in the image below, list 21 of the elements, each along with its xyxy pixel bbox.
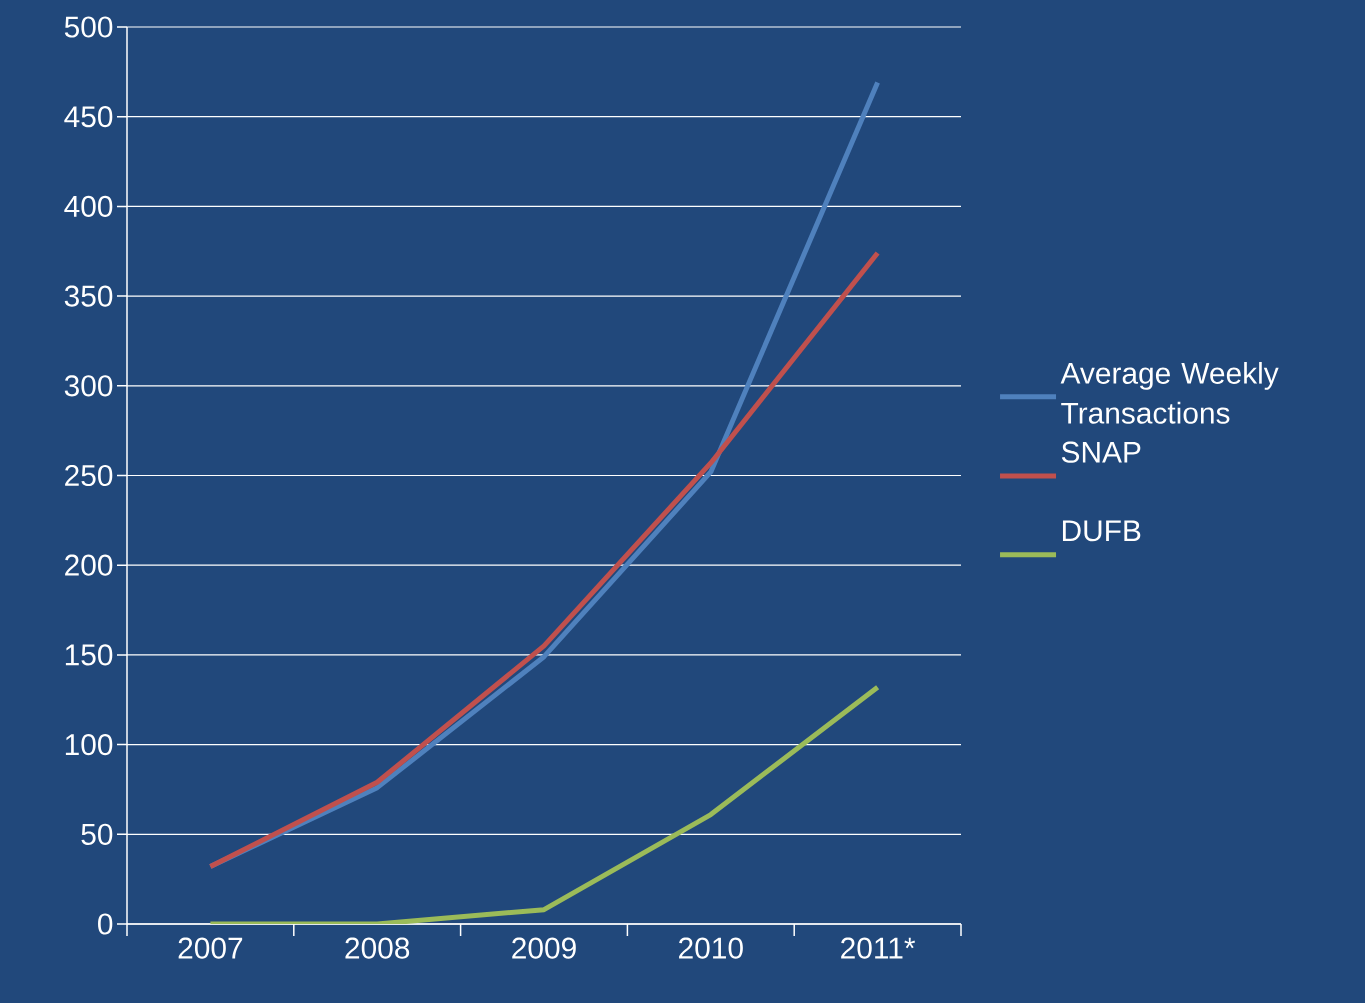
y-tick-label: 350	[64, 285, 113, 307]
y-tick-label: 150	[65, 644, 113, 666]
text: DUFB	[1062, 520, 1141, 542]
y-tick-label: 100	[65, 734, 113, 756]
y-tick-label: 400	[64, 195, 113, 217]
y-tick-label: 300	[64, 375, 113, 397]
x-tick-label: 2009	[512, 937, 576, 959]
y-tick-label: 200	[65, 554, 113, 576]
y-tick-label: 450	[64, 106, 113, 128]
y-tick-label: 0	[98, 913, 113, 935]
line-series	[207, 684, 881, 924]
y-tick-label: 250	[65, 464, 113, 487]
text: SNAP	[1061, 441, 1141, 463]
x-tick-label: 2010	[679, 937, 743, 959]
line-series	[207, 250, 881, 870]
x-tick-label: 2011*	[841, 937, 916, 959]
legend-label: Average Weekly Transactions	[1060, 361, 1279, 424]
x-tick-label: 2008	[345, 937, 410, 959]
y-tick-label: 500	[64, 16, 113, 38]
x-tick-label: 2007	[178, 937, 243, 959]
y-tick-label: 50	[81, 823, 113, 845]
